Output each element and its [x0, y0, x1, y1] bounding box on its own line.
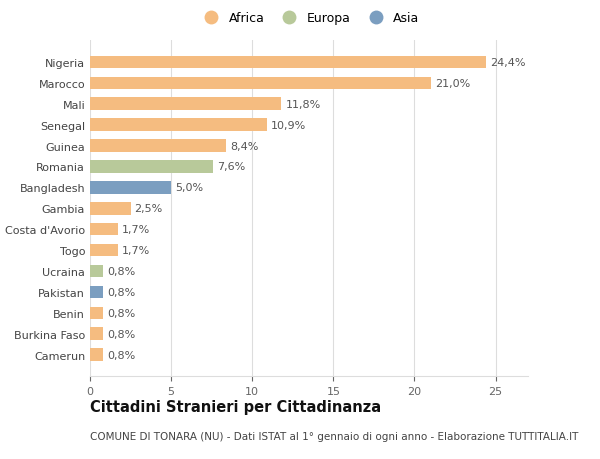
- Bar: [90, 328, 103, 340]
- Text: 0,8%: 0,8%: [107, 266, 135, 276]
- Bar: [90, 286, 103, 298]
- Bar: [90, 349, 103, 361]
- Text: 24,4%: 24,4%: [490, 58, 526, 68]
- Bar: [90, 161, 213, 174]
- Text: 7,6%: 7,6%: [217, 162, 245, 172]
- Bar: [90, 119, 267, 132]
- Text: Cittadini Stranieri per Cittadinanza: Cittadini Stranieri per Cittadinanza: [90, 399, 381, 414]
- Legend: Africa, Europa, Asia: Africa, Europa, Asia: [193, 7, 425, 30]
- Bar: [90, 244, 118, 257]
- Text: 2,5%: 2,5%: [134, 204, 163, 214]
- Text: 1,7%: 1,7%: [122, 225, 150, 235]
- Bar: [90, 265, 103, 278]
- Bar: [90, 307, 103, 319]
- Bar: [90, 224, 118, 236]
- Bar: [90, 56, 486, 69]
- Text: 1,7%: 1,7%: [122, 246, 150, 256]
- Text: 11,8%: 11,8%: [286, 100, 321, 110]
- Text: 0,8%: 0,8%: [107, 329, 135, 339]
- Text: 8,4%: 8,4%: [230, 141, 259, 151]
- Text: 5,0%: 5,0%: [175, 183, 203, 193]
- Bar: [90, 140, 226, 152]
- Text: 10,9%: 10,9%: [271, 120, 306, 130]
- Bar: [90, 78, 431, 90]
- Text: 21,0%: 21,0%: [435, 78, 470, 89]
- Bar: [90, 202, 131, 215]
- Text: COMUNE DI TONARA (NU) - Dati ISTAT al 1° gennaio di ogni anno - Elaborazione TUT: COMUNE DI TONARA (NU) - Dati ISTAT al 1°…: [90, 431, 578, 442]
- Bar: [90, 98, 281, 111]
- Text: 0,8%: 0,8%: [107, 350, 135, 360]
- Text: 0,8%: 0,8%: [107, 287, 135, 297]
- Text: 0,8%: 0,8%: [107, 308, 135, 318]
- Bar: [90, 182, 171, 194]
